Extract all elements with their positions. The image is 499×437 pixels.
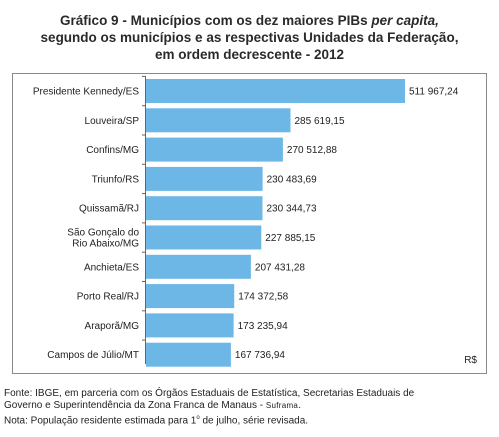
category-axis-line [145, 77, 146, 364]
bar-3 [146, 137, 283, 162]
bar-7 [146, 254, 251, 279]
bar-9 [146, 313, 234, 338]
bar-8 [146, 284, 235, 309]
bar-2 [146, 108, 291, 133]
value-label-7: 207 431,28 [255, 262, 305, 273]
category-label-9: Araporã/MG [85, 321, 140, 332]
value-label-6: 227 885,15 [265, 233, 315, 244]
title-prefix: Gráfico 9 - Municípios com os dez maiore… [60, 13, 368, 28]
value-label-3: 270 512,88 [287, 145, 337, 156]
note-line: Nota: População residente estimada para … [4, 412, 496, 427]
note-ordinal: o [196, 415, 200, 421]
category-label-4: Triunfo/RS [92, 174, 140, 185]
bar-4 [146, 166, 263, 191]
bar-10 [146, 342, 231, 367]
value-label-8: 174 372,58 [238, 292, 288, 303]
chart-frame [12, 73, 487, 374]
title-line-1: Gráfico 9 - Municípios com os dez maiore… [0, 12, 499, 29]
category-label-7: Anchieta/ES [84, 262, 139, 273]
value-label-4: 230 483,69 [267, 174, 317, 185]
note-text-b: de julho, série revisada. [199, 415, 309, 427]
value-label-10: 167 736,94 [235, 350, 285, 361]
value-label-9: 173 235,94 [238, 321, 288, 332]
value-label-1: 511 967,24 [409, 87, 459, 98]
source-line-2-end: . [298, 400, 301, 411]
value-label-5: 230 344,73 [267, 204, 317, 215]
title-italic: per capita, [371, 13, 439, 28]
source-line-2: Governo e Superintendência da Zona Franc… [4, 400, 496, 412]
source-line-2-text: Governo e Superintendência da Zona Franc… [4, 400, 264, 411]
unit-label: R$ [464, 355, 477, 366]
category-label-6-line-1: São Gonçalo do [67, 228, 139, 239]
source-line-1: Fonte: IBGE, em parceria com os Órgãos E… [4, 388, 415, 399]
bar-6 [146, 225, 262, 250]
category-label-10: Campos de Júlio/MT [47, 350, 139, 361]
chart-title: Gráfico 9 - Municípios com os dez maiore… [0, 12, 499, 63]
category-label-8: Porto Real/RJ [77, 292, 139, 303]
value-label-2: 285 619,15 [295, 116, 345, 127]
title-line-3: em ordem decrescente - 2012 [154, 47, 345, 62]
category-label-3: Confins/MG [86, 145, 139, 156]
title-line-2: segundo os municípios e as respectivas U… [40, 30, 459, 45]
suframa-acronym: Suframa [265, 401, 299, 410]
category-label-6-line-2: Rio Abaixo/MG [72, 239, 139, 250]
note-text-a: Nota: População residente estimada para … [4, 415, 197, 427]
category-label-2: Louveira/SP [85, 116, 140, 127]
bar-1 [146, 79, 405, 103]
category-label-5: Quissamã/RJ [79, 204, 139, 215]
footnotes: Fonte: IBGE, em parceria com os Órgãos E… [4, 388, 496, 427]
category-label-1: Presidente Kennedy/ES [33, 87, 140, 98]
bar-5 [146, 196, 263, 221]
